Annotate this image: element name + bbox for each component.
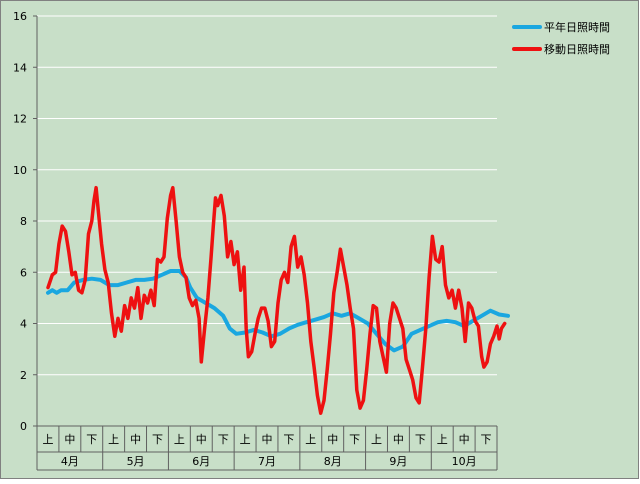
legend-label: 移動日照時間: [544, 42, 610, 56]
y-tick-label: 14: [13, 61, 27, 74]
month-tick-label: 10月: [452, 455, 477, 468]
dekad-tick-label: 下: [349, 433, 360, 446]
dekad-tick-label: 中: [64, 433, 75, 446]
dekad-tick-label: 下: [481, 433, 492, 446]
dekad-tick-label: 上: [437, 433, 448, 446]
dekad-tick-label: 上: [42, 433, 53, 446]
dekad-tick-label: 下: [415, 433, 426, 446]
dekad-tick-label: 上: [174, 433, 185, 446]
y-tick-label: 8: [20, 215, 27, 228]
dekad-tick-label: 上: [305, 433, 316, 446]
y-tick-label: 12: [13, 113, 27, 126]
y-tick-label: 2: [20, 369, 27, 382]
dekad-tick-label: 下: [218, 433, 229, 446]
series-lines: [46, 185, 510, 415]
dekad-tick-label: 上: [371, 433, 382, 446]
month-tick-label: 4月: [61, 455, 79, 468]
y-tick-label: 0: [20, 420, 27, 433]
dekad-tick-label: 上: [240, 433, 251, 446]
month-tick-label: 6月: [192, 455, 210, 468]
dekad-tick-label: 中: [196, 433, 207, 446]
y-axis: 0 2 4 6 8 10 12 14 16: [13, 10, 38, 433]
dekad-tick-label: 下: [152, 433, 163, 446]
y-tick-label: 6: [20, 266, 27, 279]
y-tick-label: 10: [13, 164, 27, 177]
dekad-tick-label: 中: [130, 433, 141, 446]
gridlines: [37, 15, 497, 427]
month-tick-label: 8月: [324, 455, 342, 468]
dekad-tick-label: 中: [262, 433, 273, 446]
dekad-tick-label: 下: [283, 433, 294, 446]
month-tick-label: 9月: [389, 455, 407, 468]
y-tick-label: 4: [20, 318, 27, 331]
month-tick-label: 7月: [258, 455, 276, 468]
dekad-tick-label: 中: [459, 433, 470, 446]
y-tick-label: 16: [13, 10, 27, 23]
month-tick-label: 5月: [127, 455, 145, 468]
series-line: [46, 185, 507, 415]
dekad-tick-label: 下: [86, 433, 97, 446]
x-axis: 上中下上中下上中下上中下上中下上中下上中下4月 5月 6月 7月 8月 9月 10月: [36, 425, 498, 471]
dekad-tick-label: 中: [327, 433, 338, 446]
legend-label: 平年日照時間: [544, 20, 610, 34]
dekad-tick-label: 上: [108, 433, 119, 446]
dekad-tick-label: 中: [393, 433, 404, 446]
